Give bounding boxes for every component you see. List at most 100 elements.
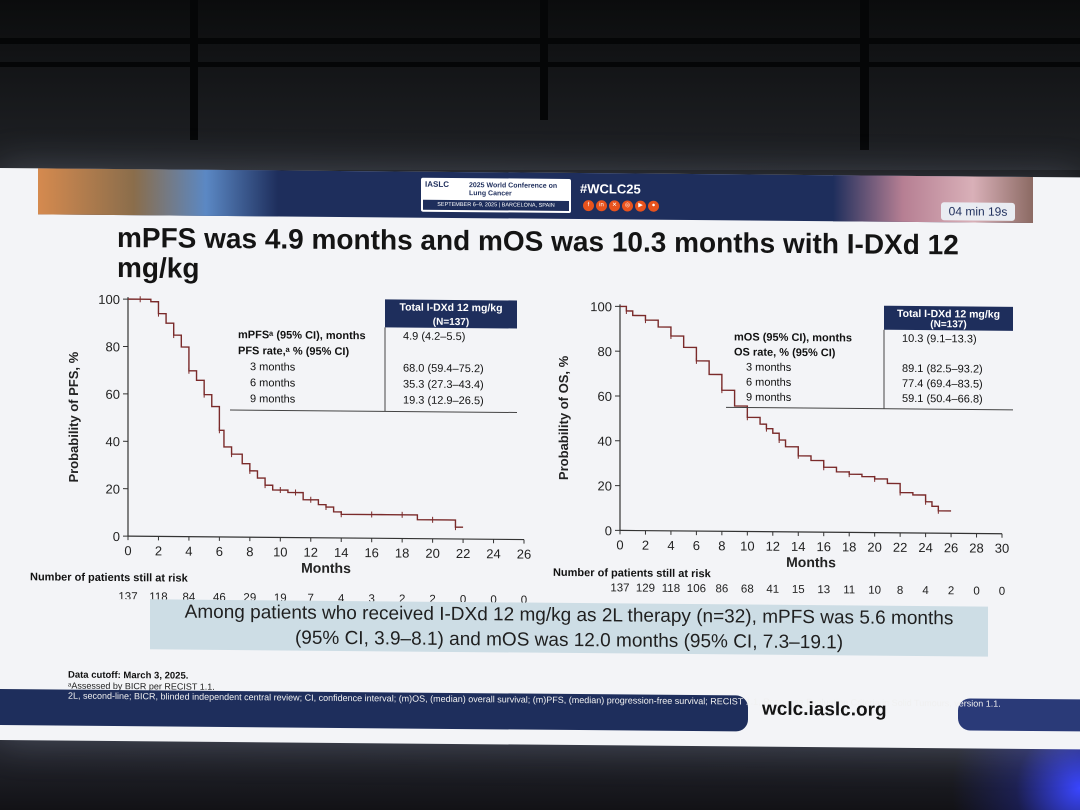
table-bottom-rule <box>230 409 517 414</box>
risk-count: 0 <box>490 594 496 606</box>
table-row-value: 89.1 (82.5–93.2) <box>902 363 983 376</box>
x-tick-label: 12 <box>304 545 318 560</box>
truss-post <box>540 0 548 120</box>
ceiling-backdrop <box>0 0 1080 170</box>
risk-count: 10 <box>868 585 881 597</box>
pfs-summary-table: Total I-DXd 12 mg/kg (N=137) mPFSᵃ (95% CI… <box>230 299 517 414</box>
x-tick-label: 28 <box>969 540 983 555</box>
table-row-label: 6 months <box>250 377 296 389</box>
y-tick-label: 100 <box>590 299 612 314</box>
x-tick-label: 22 <box>893 540 907 555</box>
risk-count: 41 <box>766 584 779 596</box>
risk-count: 8 <box>897 585 903 597</box>
risk-table-label: Number of patients still at risk <box>553 567 712 580</box>
summary-box: Among patients who received I-DXd 12 mg/… <box>150 599 988 657</box>
table-row-value: 59.1 (50.4–66.8) <box>902 393 983 406</box>
y-tick-label: 80 <box>598 344 612 359</box>
risk-count: 15 <box>792 584 805 596</box>
table-row-value: 77.4 (69.4–83.5) <box>902 378 983 391</box>
risk-count: 0 <box>521 595 527 607</box>
x-tick-label: 10 <box>740 538 754 553</box>
x-tick-label: 24 <box>918 540 932 555</box>
x-tick-label: 26 <box>517 547 531 562</box>
truss-post <box>190 0 198 140</box>
x-axis <box>620 529 1002 535</box>
table-bottom-rule <box>726 406 1013 411</box>
x-tick-label: 16 <box>364 545 378 560</box>
risk-count: 86 <box>715 583 728 595</box>
table-row-label: 3 months <box>746 362 792 374</box>
x-tick-label: 8 <box>246 544 253 559</box>
x-tick-label: 6 <box>216 544 223 559</box>
risk-count: 68 <box>741 583 754 595</box>
x-tick-label: 2 <box>642 538 649 553</box>
x-tick-label: 0 <box>124 543 131 558</box>
y-tick-label: 20 <box>106 482 120 497</box>
risk-table-label: Number of patients still at risk <box>30 571 189 584</box>
table-header-n: (N=137) <box>433 317 469 328</box>
x-axis-label: Months <box>301 560 351 576</box>
x-tick-label: 0 <box>616 537 623 552</box>
y-tick-label: 20 <box>598 478 612 493</box>
risk-count: 2 <box>399 593 405 605</box>
x-tick-label: 4 <box>667 538 674 553</box>
x-tick-label: 20 <box>867 540 881 555</box>
x-tick-label: 12 <box>766 539 780 554</box>
y-tick-label: 40 <box>106 434 120 449</box>
x-tick-label: 8 <box>718 538 725 553</box>
x-tick-label: 26 <box>944 540 958 555</box>
table-row-value: 4.9 (4.2–5.5) <box>403 331 465 344</box>
y-tick-label: 0 <box>605 523 612 538</box>
risk-count: 106 <box>687 583 706 595</box>
table-row-label: OS rate, % (95% CI) <box>734 346 836 359</box>
y-axis-label: Probability of OS, % <box>556 355 571 480</box>
y-tick-label: 60 <box>598 389 612 404</box>
x-tick-label: 14 <box>334 545 348 560</box>
website-url: wclc.iaslc.org <box>762 698 887 721</box>
y-tick-label: 80 <box>106 339 120 354</box>
risk-count: 137 <box>610 582 629 594</box>
risk-count: 0 <box>999 586 1005 598</box>
table-row-label: PFS rate,ᵃ % (95% CI) <box>238 345 349 358</box>
x-tick-label: 16 <box>816 539 830 554</box>
x-tick-label: 6 <box>693 538 700 553</box>
risk-count: 13 <box>817 584 830 596</box>
table-row-label: 9 months <box>746 392 792 404</box>
table-header: Total I-DXd 12 mg/kg <box>897 308 1000 321</box>
x-tick-label: 30 <box>995 541 1009 556</box>
y-tick-label: 0 <box>113 529 120 544</box>
y-tick-label: 100 <box>98 292 120 307</box>
risk-count: 0 <box>460 594 466 606</box>
table-header-bg <box>884 305 1013 331</box>
risk-count: 118 <box>662 583 680 595</box>
x-tick-label: 10 <box>273 544 287 559</box>
table-row-value: 68.0 (59.4–75.2) <box>403 363 484 376</box>
risk-count: 129 <box>636 583 655 595</box>
x-axis <box>128 535 524 541</box>
table-row-label: 6 months <box>746 377 792 389</box>
risk-count: 4 <box>922 585 929 597</box>
y-tick-label: 40 <box>598 434 612 449</box>
risk-count: 11 <box>843 584 855 596</box>
risk-count: 3 <box>368 593 374 605</box>
x-tick-label: 2 <box>155 543 162 558</box>
risk-count: 137 <box>118 591 137 603</box>
os-summary-table: Total I-DXd 12 mg/kg(N=137) mOS (95% CI),… <box>726 305 1013 411</box>
audience-area <box>0 740 1080 810</box>
x-tick-label: 22 <box>456 546 470 561</box>
x-tick-label: 18 <box>842 539 856 554</box>
table-header: Total I-DXd 12 mg/kg <box>399 301 502 314</box>
table-header-bg <box>385 299 517 329</box>
x-tick-label: 14 <box>791 539 805 554</box>
table-row-label: mOS (95% CI), months <box>734 331 852 344</box>
risk-count: 2 <box>429 594 435 606</box>
x-tick-label: 4 <box>185 544 192 559</box>
table-row-label: mPFSᵃ (95% CI), months <box>238 329 366 342</box>
projection-screen: IASLC 2025 World Conference on Lung Canc… <box>0 168 1080 750</box>
risk-count: 7 <box>308 593 314 605</box>
risk-count: 2 <box>948 585 954 597</box>
risk-count: 4 <box>338 593 345 605</box>
x-axis-label: Months <box>786 554 836 570</box>
